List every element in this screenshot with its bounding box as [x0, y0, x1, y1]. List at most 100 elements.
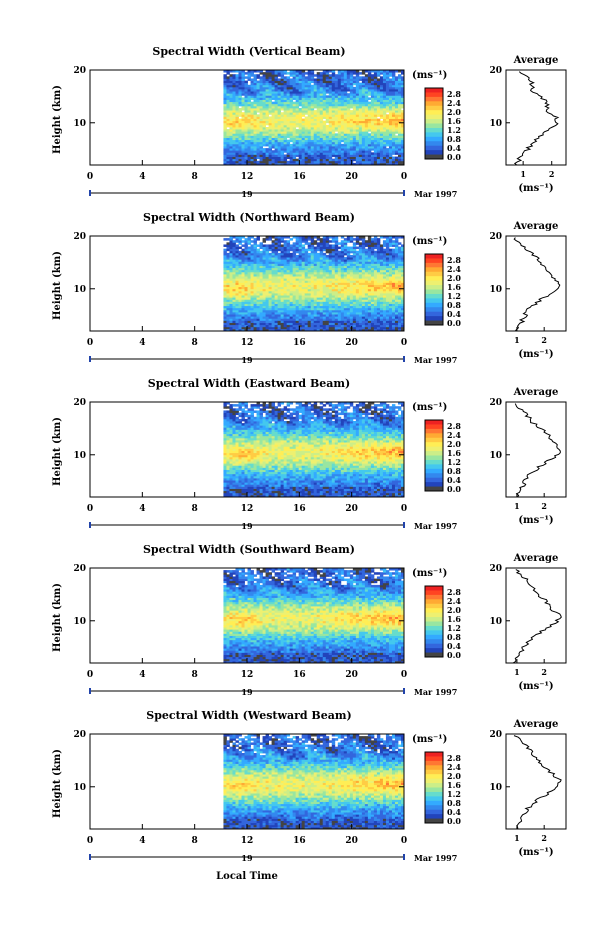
heatmap-cell	[289, 293, 294, 296]
heatmap-cell	[232, 116, 236, 119]
heatmap-cell	[295, 78, 300, 81]
heatmap-cell	[223, 120, 227, 124]
heatmap-cell	[352, 131, 357, 134]
heatmap-cell	[355, 282, 360, 285]
heatmap-cell	[328, 89, 333, 92]
heatmap-cell	[286, 91, 291, 94]
heatmap-cell	[298, 248, 303, 252]
heatmap-cell	[262, 124, 266, 128]
heatmap-cell	[361, 80, 366, 84]
heatmap-cell	[229, 89, 233, 92]
heatmap-cell	[382, 116, 387, 119]
heatmap-cell	[313, 114, 318, 117]
heatmap-cell	[370, 280, 375, 283]
heatmap-cell	[388, 127, 393, 130]
heatmap-cell	[289, 271, 294, 275]
heatmap-cell	[349, 70, 354, 73]
heatmap-cell	[232, 259, 236, 262]
heatmap-cell	[373, 120, 378, 124]
heatmap-cell	[223, 110, 227, 113]
heatmap-cell	[307, 248, 312, 252]
heatmap-cell	[229, 284, 233, 288]
heatmap-cell	[361, 284, 366, 288]
heatmap-cell	[268, 322, 272, 326]
heatmap-cell	[274, 72, 279, 75]
heatmap-cell	[301, 129, 306, 132]
heatmap-cell	[226, 280, 230, 283]
heatmap-cell	[388, 80, 393, 84]
heatmap-cell	[250, 250, 254, 254]
heatmap-cell	[367, 84, 372, 88]
heatmap-cell	[241, 276, 245, 279]
heatmap-cell	[313, 271, 318, 275]
heatmap-cell	[223, 86, 227, 90]
heatmap-cell	[388, 74, 393, 77]
heatmap-cell	[376, 82, 381, 86]
heatmap-cell	[235, 259, 239, 262]
heatmap-cell	[277, 150, 282, 153]
heatmap-cell	[313, 86, 318, 90]
heatmap-cell	[262, 322, 266, 326]
heatmap-cell	[340, 278, 345, 281]
heatmap-cell	[247, 316, 251, 319]
heatmap-cell	[265, 297, 269, 300]
heatmap-cell	[343, 269, 348, 273]
heatmap-cell	[292, 316, 297, 319]
heatmap-cell	[238, 97, 242, 100]
heatmap-cell	[382, 299, 387, 302]
heatmap-cell	[319, 257, 324, 260]
heatmap-cell	[316, 143, 321, 147]
heatmap-cell	[325, 265, 330, 269]
heatmap-cell	[358, 259, 363, 262]
heatmap-cell	[256, 252, 260, 256]
heatmap-cell	[229, 74, 233, 77]
heatmap-cell	[385, 139, 390, 143]
heatmap-cell	[301, 282, 306, 285]
heatmap-cell	[268, 312, 272, 315]
heatmap-cell	[400, 139, 405, 143]
heatmap-cell	[232, 105, 236, 109]
heatmap-cell	[325, 259, 330, 262]
heatmap-cell	[301, 99, 306, 103]
heatmap-cell	[295, 320, 300, 323]
heatmap-cell	[352, 312, 357, 315]
heatmap-cell	[232, 133, 236, 136]
heatmap-cell	[394, 82, 399, 86]
heatmap-cell	[277, 160, 282, 164]
heatmap-cell	[265, 112, 269, 115]
heatmap-cell	[301, 322, 306, 326]
heatmap-cell	[388, 162, 393, 166]
heatmap-cell	[301, 267, 306, 271]
heatmap-cell	[307, 259, 312, 262]
heatmap-cell	[361, 146, 366, 149]
heatmap-cell	[223, 93, 227, 96]
heatmap-cell	[298, 257, 303, 260]
heatmap-cell	[259, 252, 263, 256]
heatmap-cell	[376, 152, 381, 155]
heatmap-cell	[244, 108, 248, 111]
heatmap-cell	[328, 288, 333, 292]
heatmap-cell	[244, 257, 248, 260]
heatmap-cell	[244, 82, 248, 86]
heatmap-cell	[397, 116, 402, 119]
heatmap-cell	[292, 160, 297, 164]
heatmap-cell	[391, 137, 396, 141]
heatmap-cell	[292, 158, 297, 162]
heatmap-cell	[226, 314, 230, 317]
heatmap-cell	[262, 326, 266, 330]
heatmap-cell	[382, 114, 387, 117]
heatmap-cell	[373, 86, 378, 90]
heatmap-cell	[289, 248, 294, 252]
heatmap-cell	[271, 257, 276, 260]
heatmap-cell	[373, 127, 378, 130]
heatmap-cell	[373, 259, 378, 262]
heatmap-cell	[277, 255, 282, 258]
heatmap-cell	[226, 76, 230, 79]
heatmap-cell	[283, 135, 288, 138]
heatmap-cell	[370, 265, 375, 269]
heatmap-cell	[337, 276, 342, 279]
heatmap-cell	[256, 263, 260, 266]
heatmap-cell	[328, 236, 333, 239]
heatmap-cell	[379, 146, 384, 149]
heatmap-cell	[319, 82, 324, 86]
